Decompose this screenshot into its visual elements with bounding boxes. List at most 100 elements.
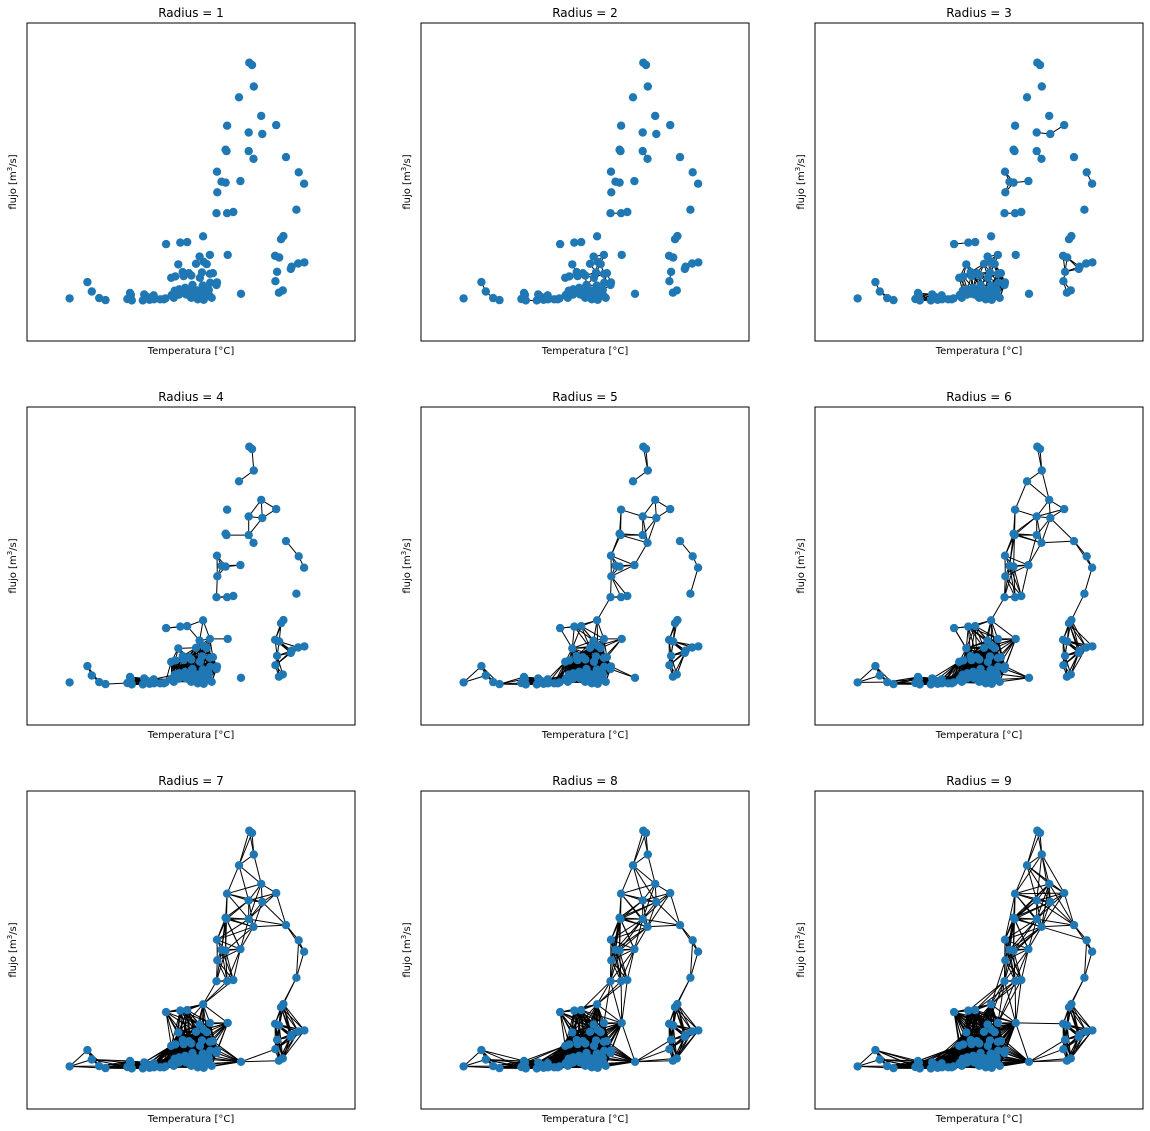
data-point <box>188 664 197 674</box>
data-point <box>986 232 996 241</box>
graph-edge <box>165 1011 176 1045</box>
graph-edge <box>232 948 241 981</box>
data-point <box>244 512 253 521</box>
data-point <box>996 653 1006 662</box>
data-point <box>1082 259 1091 268</box>
data-point <box>1069 152 1079 162</box>
data-point <box>1037 466 1047 475</box>
graph-edge <box>261 901 287 926</box>
graph-edge <box>238 865 250 901</box>
data-point <box>995 293 1004 302</box>
data-point <box>161 294 170 303</box>
data-point <box>1087 563 1097 572</box>
data-point <box>986 616 996 625</box>
data-point <box>993 634 1003 644</box>
data-point <box>272 651 282 660</box>
graph-edge <box>1041 540 1075 544</box>
data-point <box>205 250 215 260</box>
data-point <box>95 293 104 303</box>
data-point <box>195 273 205 282</box>
data-point <box>101 295 110 305</box>
data-point <box>532 296 541 305</box>
data-point <box>83 661 92 671</box>
data-point <box>1022 477 1032 486</box>
data-point <box>568 644 577 653</box>
data-point <box>206 278 215 287</box>
graph-edge <box>216 949 222 982</box>
data-point <box>299 179 309 188</box>
graph-edge <box>610 575 628 597</box>
data-point <box>95 677 104 687</box>
data-point <box>1059 277 1068 286</box>
graph-edge <box>202 1003 229 1024</box>
data-point <box>234 477 244 486</box>
data-point <box>1046 129 1055 139</box>
data-point <box>495 295 504 305</box>
data-point <box>628 93 638 102</box>
data-point <box>994 662 1003 671</box>
data-point <box>176 622 185 631</box>
data-point <box>247 60 257 70</box>
data-point <box>582 664 591 674</box>
data-point <box>300 258 309 267</box>
data-point <box>1064 619 1074 628</box>
data-point <box>191 259 201 268</box>
data-point <box>1010 593 1020 602</box>
data-point <box>643 538 652 547</box>
data-point <box>979 259 989 268</box>
data-point <box>949 294 958 303</box>
data-point <box>615 178 624 187</box>
graph-edge <box>280 1006 299 1032</box>
data-point <box>213 572 222 581</box>
graph-edge <box>216 926 254 941</box>
data-point <box>65 294 74 303</box>
graph-edge <box>238 830 250 866</box>
axes-frame <box>814 22 1144 342</box>
data-point <box>628 477 638 486</box>
data-point <box>853 678 862 687</box>
data-point <box>976 664 985 674</box>
graph-edge <box>1027 542 1042 566</box>
data-point <box>161 623 171 633</box>
data-point <box>669 253 678 262</box>
data-point <box>570 622 579 631</box>
data-point <box>161 239 171 249</box>
graph-edge <box>295 940 300 978</box>
data-point <box>249 154 258 163</box>
data-point <box>949 623 959 633</box>
data-point <box>570 238 579 247</box>
data-point <box>1024 176 1033 186</box>
x-axis-label: Temperatura [°C] <box>935 346 1023 357</box>
data-point <box>176 238 185 247</box>
edge-layer <box>463 446 699 685</box>
data-point <box>665 661 674 670</box>
data-point <box>174 644 183 653</box>
data-point <box>543 675 552 684</box>
graph-edge <box>1004 566 1015 598</box>
data-point <box>101 679 110 689</box>
graph-edge <box>217 948 241 961</box>
data-point <box>127 296 136 305</box>
data-point <box>207 293 216 302</box>
data-point <box>592 232 602 241</box>
data-point <box>1087 179 1097 188</box>
data-point <box>1001 188 1010 197</box>
data-point <box>606 593 615 602</box>
data-point <box>666 504 675 514</box>
data-point <box>257 111 266 121</box>
data-point <box>249 466 258 475</box>
data-point <box>274 672 284 681</box>
data-point <box>990 259 999 269</box>
panel-title: Radius = 3 <box>946 6 1012 20</box>
data-point <box>1000 664 1009 674</box>
data-point <box>1080 589 1089 598</box>
graph-edge <box>990 596 1005 621</box>
data-point <box>272 504 281 514</box>
data-point <box>1045 111 1054 121</box>
data-point <box>555 294 564 303</box>
axes-frame <box>420 406 750 726</box>
data-point <box>127 680 136 689</box>
data-point <box>532 680 541 689</box>
graph-edge <box>248 900 254 927</box>
